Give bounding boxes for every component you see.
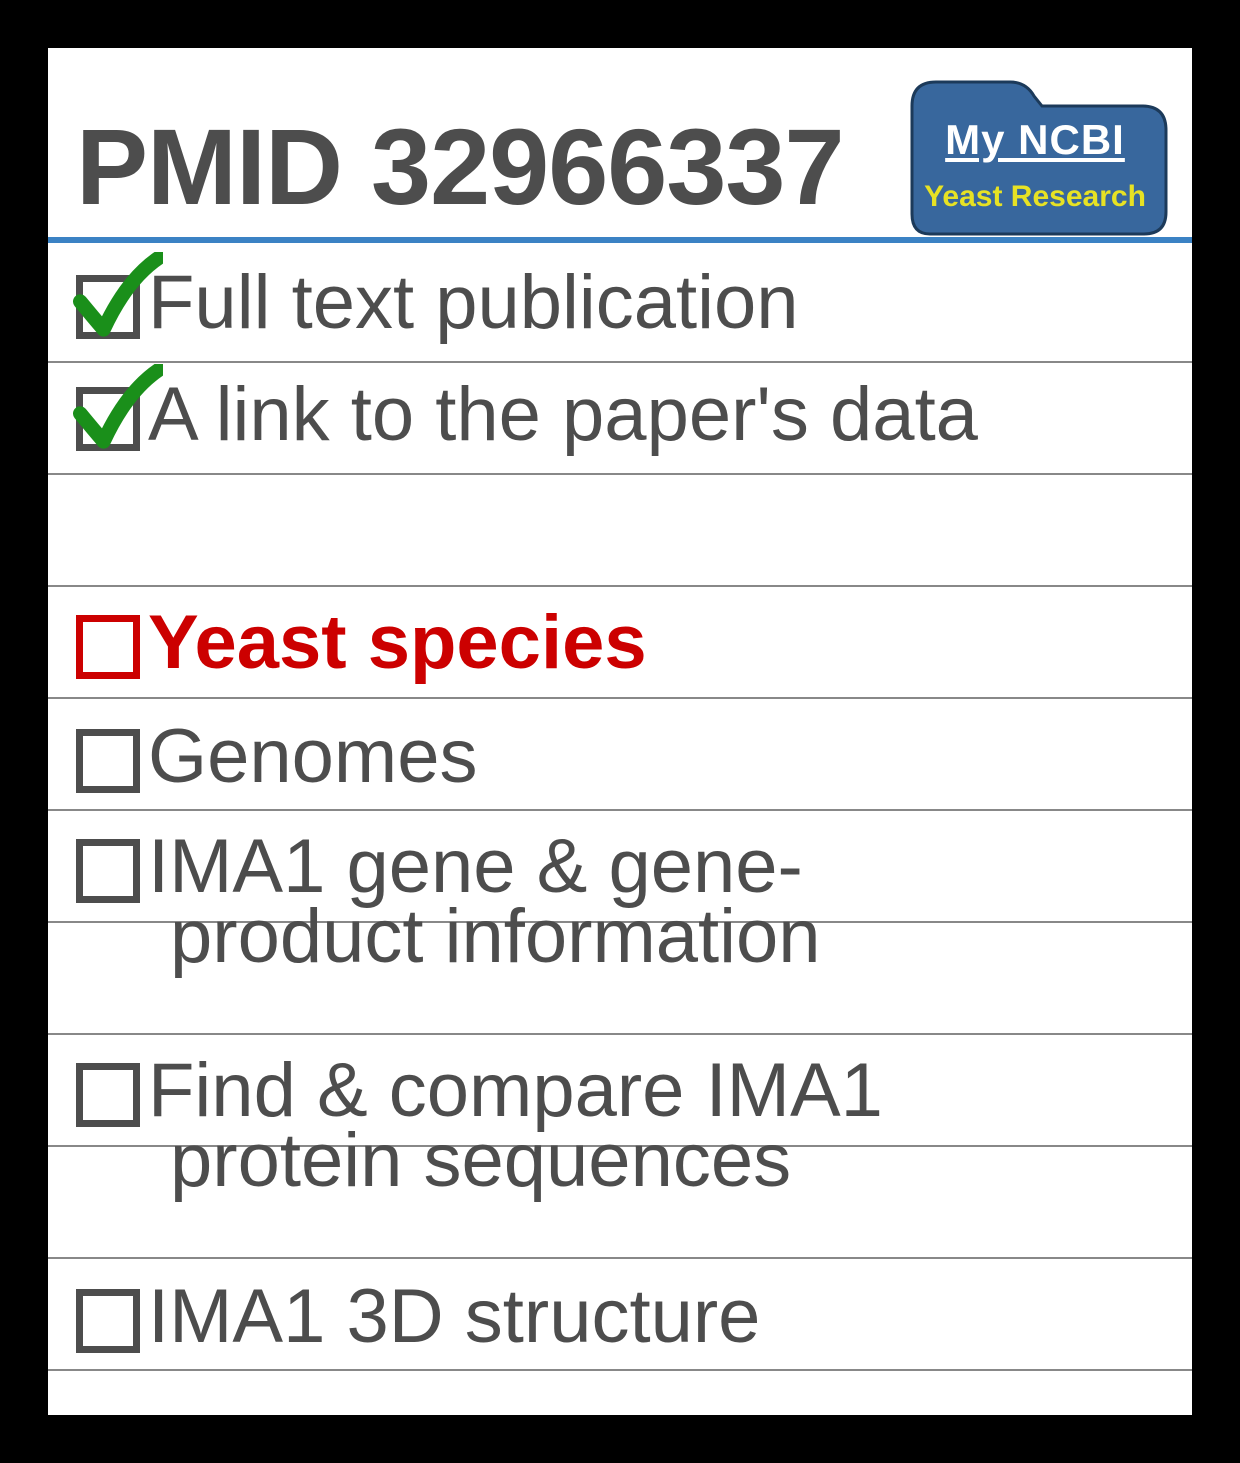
checkbox-empty-icon bbox=[76, 839, 140, 903]
checklist-item-label: Yeast species bbox=[148, 605, 647, 681]
checkbox-empty-icon bbox=[76, 615, 140, 679]
checklist-item-label: Genomes bbox=[148, 719, 478, 795]
checklist-item-label: Full text publication bbox=[148, 265, 799, 341]
myncbi-folder-icon: My NCBI Yeast Research bbox=[900, 76, 1170, 238]
folder-bottom-label: Yeast Research bbox=[900, 180, 1170, 214]
folder-top-label: My NCBI bbox=[900, 116, 1170, 164]
checklist-item-label-line2: product information bbox=[170, 899, 821, 975]
page-frame: PMID 32966337 My NCBI Yeast Research Ful… bbox=[0, 0, 1240, 1463]
pmid-title: PMID 32966337 bbox=[76, 104, 844, 229]
checkbox-empty-icon bbox=[76, 1063, 140, 1127]
notepad-card: PMID 32966337 My NCBI Yeast Research Ful… bbox=[48, 48, 1192, 1415]
checklist-content: Full text publication A link to the pape… bbox=[48, 249, 1192, 1415]
checklist-item: A link to the paper's data bbox=[76, 377, 1172, 453]
checklist-item-label: Find & compare IMA1protein sequences bbox=[148, 1053, 883, 1199]
checklist-item: Genomes bbox=[76, 719, 1172, 795]
checkbox-checked-icon bbox=[76, 275, 140, 339]
checklist-item: IMA1 3D structure bbox=[76, 1279, 1172, 1355]
checklist-item: IMA1 gene & gene-product information bbox=[76, 829, 1172, 975]
checkbox-checked-icon bbox=[76, 387, 140, 451]
checkbox-empty-icon bbox=[76, 729, 140, 793]
checklist-item-label: IMA1 gene & gene-product information bbox=[148, 829, 821, 975]
checklist-item-label-line2: protein sequences bbox=[170, 1123, 883, 1199]
checklist-item: Find & compare IMA1protein sequences bbox=[76, 1053, 1172, 1199]
header-row: PMID 32966337 My NCBI Yeast Research bbox=[48, 48, 1192, 243]
checklist-item: Full text publication bbox=[76, 265, 1172, 341]
checklist-item-label: A link to the paper's data bbox=[148, 377, 978, 453]
checklist-item-label: IMA1 3D structure bbox=[148, 1279, 760, 1355]
checklist-item: Yeast species bbox=[76, 605, 1172, 681]
checkbox-empty-icon bbox=[76, 1289, 140, 1353]
